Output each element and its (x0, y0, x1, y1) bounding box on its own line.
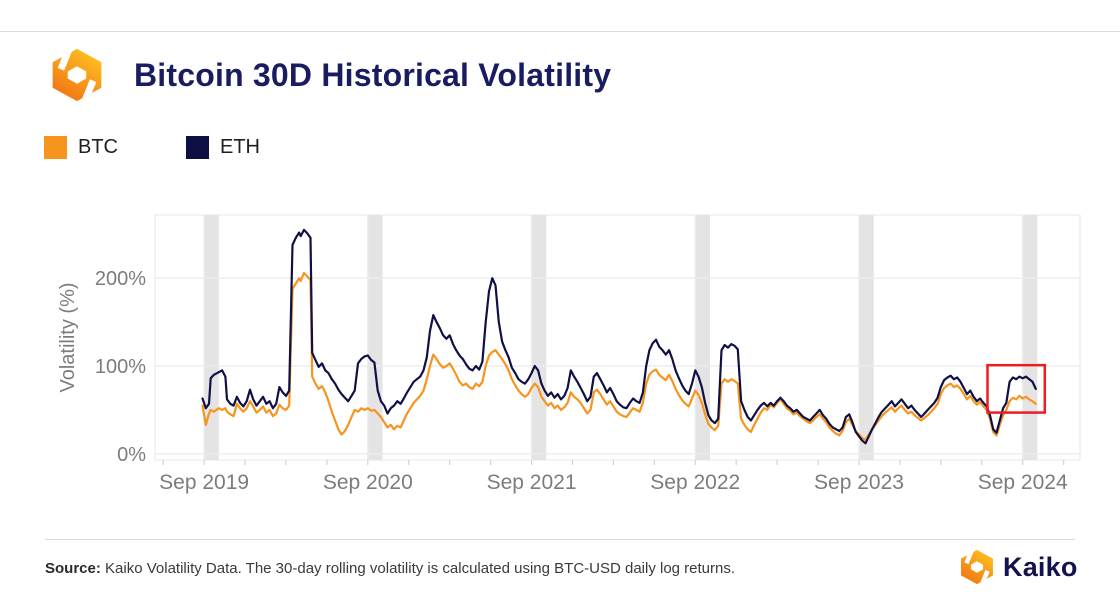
eth-color-swatch (186, 136, 209, 159)
kaiko-footer-logo-icon (961, 548, 993, 586)
kaiko-logo-icon (52, 46, 102, 104)
btc-volatility-line (201, 271, 1037, 441)
september-band (367, 215, 383, 460)
plot-panel (154, 214, 1081, 461)
page-title: Bitcoin 30D Historical Volatility (134, 56, 612, 93)
footer-divider (45, 539, 1075, 540)
y-tick-label: 200% (95, 268, 146, 290)
source-note: Source: Kaiko Volatility Data. The 30-da… (45, 560, 735, 577)
brand-wordmark: Kaiko (1003, 551, 1078, 582)
legend-label-eth: ETH (220, 136, 260, 158)
x-tick-label: Sep 2022 (650, 471, 740, 494)
x-tick-label: Sep 2023 (814, 471, 904, 494)
source-text: Kaiko Volatility Data. The 30-day rollin… (100, 560, 736, 577)
september-band (204, 215, 219, 460)
source-label: Source: (45, 560, 101, 577)
footer-brand: Kaiko (958, 548, 1078, 586)
legend-item-eth: ETH (186, 136, 260, 159)
september-band (531, 215, 547, 460)
top-divider (0, 31, 1120, 32)
x-tick-label: Sep 2020 (323, 471, 413, 494)
btc-color-swatch (44, 136, 67, 159)
header: Bitcoin 30D Historical Volatility (48, 46, 611, 104)
highlight-box (986, 363, 1047, 414)
volatility-chart-svg: 0% 100% 200% Sep 2019 Sep 2020 Sep 2021 Sep 20… (57, 214, 1081, 494)
y-tick-label: 100% (95, 356, 146, 378)
x-tick-label: Sep 2021 (487, 471, 577, 494)
september-band (1022, 215, 1038, 460)
legend-item-btc: BTC (44, 136, 118, 159)
september-band (858, 215, 874, 460)
volatility-chart: 0% 100% 200% Sep 2019 Sep 2020 Sep 2021 Sep 20… (0, 200, 1120, 510)
y-tick-label: 0% (117, 444, 146, 466)
eth-volatility-line (201, 228, 1037, 445)
x-tick-label: Sep 2019 (159, 471, 249, 494)
x-tick-label: Sep 2024 (978, 471, 1068, 494)
legend-label-btc: BTC (78, 136, 118, 158)
y-axis-title: Volatility (%) (57, 282, 79, 392)
